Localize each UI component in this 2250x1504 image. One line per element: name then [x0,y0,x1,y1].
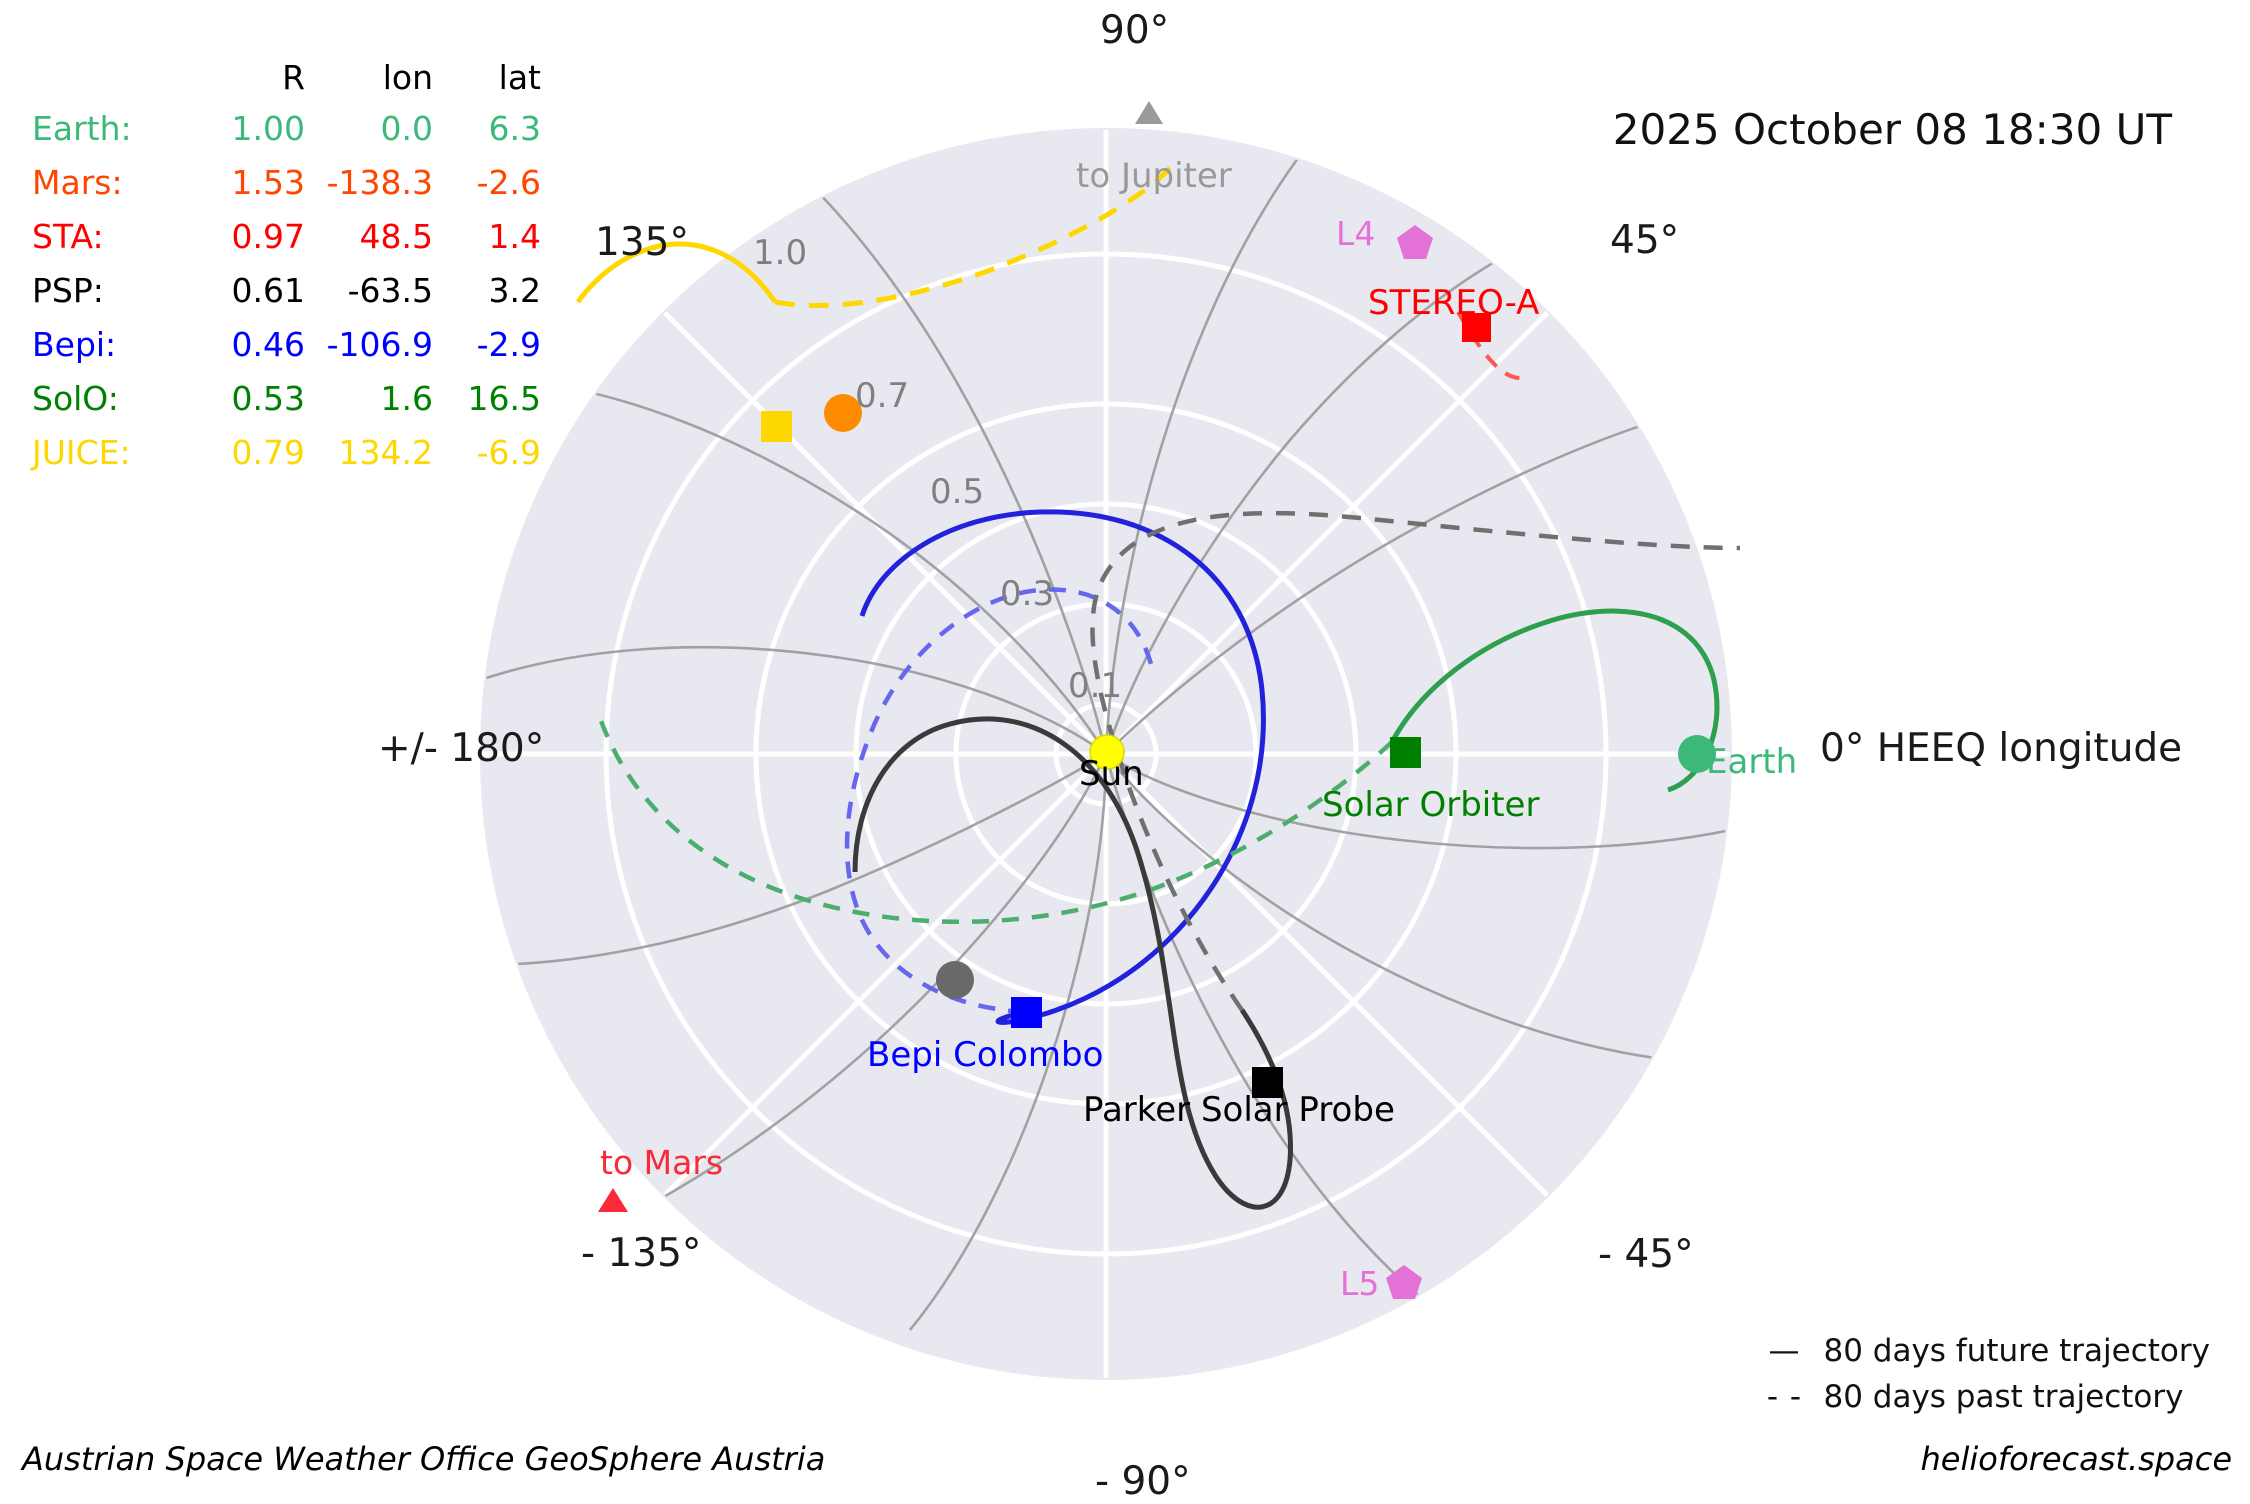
table-row: Mars: 1.53 -138.3 -2.6 [14,156,541,210]
trajectory-bepi-past [844,587,1155,1015]
marker-to-jupiter-arrow[interactable] [1135,101,1163,124]
radial-tick-1-0: 1.0 [753,233,808,273]
body-position-table: R lon lat Earth: 1.00 0.0 6.3 Mars: 1.53… [14,54,541,480]
row-lon: 134.2 [338,433,433,472]
trajectory-solo-past [597,717,1394,924]
table-header-row: R lon lat [14,54,541,102]
marker-l4[interactable] [1397,225,1433,259]
marker-mercury[interactable] [936,961,974,999]
row-lon: 0.0 [380,109,433,148]
marker-earth[interactable] [1678,735,1716,773]
label-l4: L4 [1336,214,1376,253]
radial-tick-0-7: 0.7 [855,376,910,416]
label-stereo-a: STEREO-A [1368,283,1540,323]
row-lon: -106.9 [326,325,433,364]
row-label: Mars: [32,163,123,202]
row-lat: -2.9 [476,325,541,364]
marker-to-mars-arrow[interactable] [598,1188,628,1212]
th-body [14,54,187,102]
trajectory-juice-future [575,241,778,304]
angle-label-90: 90° [1100,8,1170,53]
angle-label-minus-90: - 90° [1095,1459,1191,1504]
angular-gridlines [481,129,1731,1379]
trajectory-juice-past [774,166,1172,308]
footer-website[interactable]: helioforecast.space [1920,1440,2232,1478]
marker-l5[interactable] [1386,1265,1422,1299]
trajectory-psp-past [1090,510,1741,1012]
row-lat: 3.2 [488,271,541,310]
label-to-jupiter: to Jupiter [1076,156,1232,196]
row-r: 0.79 [231,433,305,472]
angle-label-0-heeq: 0° HEEQ longitude [1820,726,2183,771]
trajectory-solo-future [1389,608,1720,793]
angle-label-180: +/- 180° [378,726,545,771]
row-r: 0.53 [231,379,305,418]
marker-juice[interactable] [761,411,792,442]
marker-stereo-a[interactable] [1462,313,1491,342]
row-lon: 1.6 [380,379,433,418]
parker-spiral-lines [481,129,1731,1331]
marker-parker-solar-probe[interactable] [1252,1067,1283,1098]
trajectory-bepi-future [859,509,1266,1025]
dashed-line-icon: - - [1766,1379,1803,1415]
table-row: STA: 0.97 48.5 1.4 [14,210,541,264]
row-lon: -63.5 [347,271,433,310]
row-lat: 16.5 [467,379,541,418]
angle-label-45: 45° [1610,218,1680,263]
label-bepi-colombo: Bepi Colombo [867,1035,1104,1075]
plot-outer-boundary [480,128,1732,1380]
th-lat: lat [498,58,541,97]
table-row: Bepi: 0.46 -106.9 -2.9 [14,318,541,372]
legend-row-past: - - 80 days past trajectory [1753,1374,2210,1420]
row-lon: 48.5 [359,217,433,256]
row-label: Earth: [32,109,132,148]
trajectory-psp-future [852,716,1294,1210]
row-r: 0.97 [231,217,305,256]
row-label: JUICE: [32,433,131,472]
table-row: SolO: 0.53 1.6 16.5 [14,372,541,426]
table-row: JUICE: 0.79 134.2 -6.9 [14,426,541,480]
marker-solar-orbiter[interactable] [1390,737,1421,768]
th-r: R [282,58,305,97]
label-to-mars: to Mars [600,1143,724,1182]
table-row: Earth: 1.00 0.0 6.3 [14,102,541,156]
legend-label-future: 80 days future trajectory [1823,1333,2210,1369]
row-lat: 1.4 [488,217,541,256]
trajectory-legend: — 80 days future trajectory - - 80 days … [1753,1328,2210,1420]
th-lon: lon [382,58,433,97]
row-r: 0.61 [231,271,305,310]
label-solar-orbiter: Solar Orbiter [1322,785,1540,825]
label-sun: Sun [1079,754,1144,794]
row-lat: -6.9 [476,433,541,472]
solid-line-icon: — [1768,1333,1801,1369]
row-label: Bepi: [32,325,117,364]
marker-mars[interactable] [824,394,862,432]
label-l5: L5 [1340,1264,1380,1303]
row-lon: -138.3 [326,163,433,202]
row-r: 1.53 [231,163,305,202]
row-r: 0.46 [231,325,305,364]
marker-sun[interactable] [1089,734,1125,770]
row-label: SolO: [32,379,119,418]
label-earth: Earth [1706,742,1798,782]
date-title: 2025 October 08 18:30 UT [1612,105,2172,154]
row-label: PSP: [32,271,104,310]
row-lat: -2.6 [476,163,541,202]
angle-label-minus-45: - 45° [1598,1232,1694,1277]
angle-label-135: 135° [595,220,689,265]
row-r: 1.00 [231,109,305,148]
angle-label-minus-135: - 135° [581,1231,702,1276]
legend-label-past: 80 days past trajectory [1823,1379,2184,1415]
footer-attribution: Austrian Space Weather Office GeoSphere … [22,1440,826,1478]
label-parker-solar-probe: Parker Solar Probe [1083,1090,1395,1130]
marker-bepi-colombo[interactable] [1011,997,1042,1028]
table-row: PSP: 0.61 -63.5 3.2 [14,264,541,318]
radial-tick-0-1: 0.1 [1068,666,1123,706]
legend-row-future: — 80 days future trajectory [1753,1328,2210,1374]
row-lat: 6.3 [488,109,541,148]
radial-tick-0-3: 0.3 [1000,574,1055,614]
row-label: STA: [32,217,104,256]
radial-tick-0-5: 0.5 [930,472,985,512]
